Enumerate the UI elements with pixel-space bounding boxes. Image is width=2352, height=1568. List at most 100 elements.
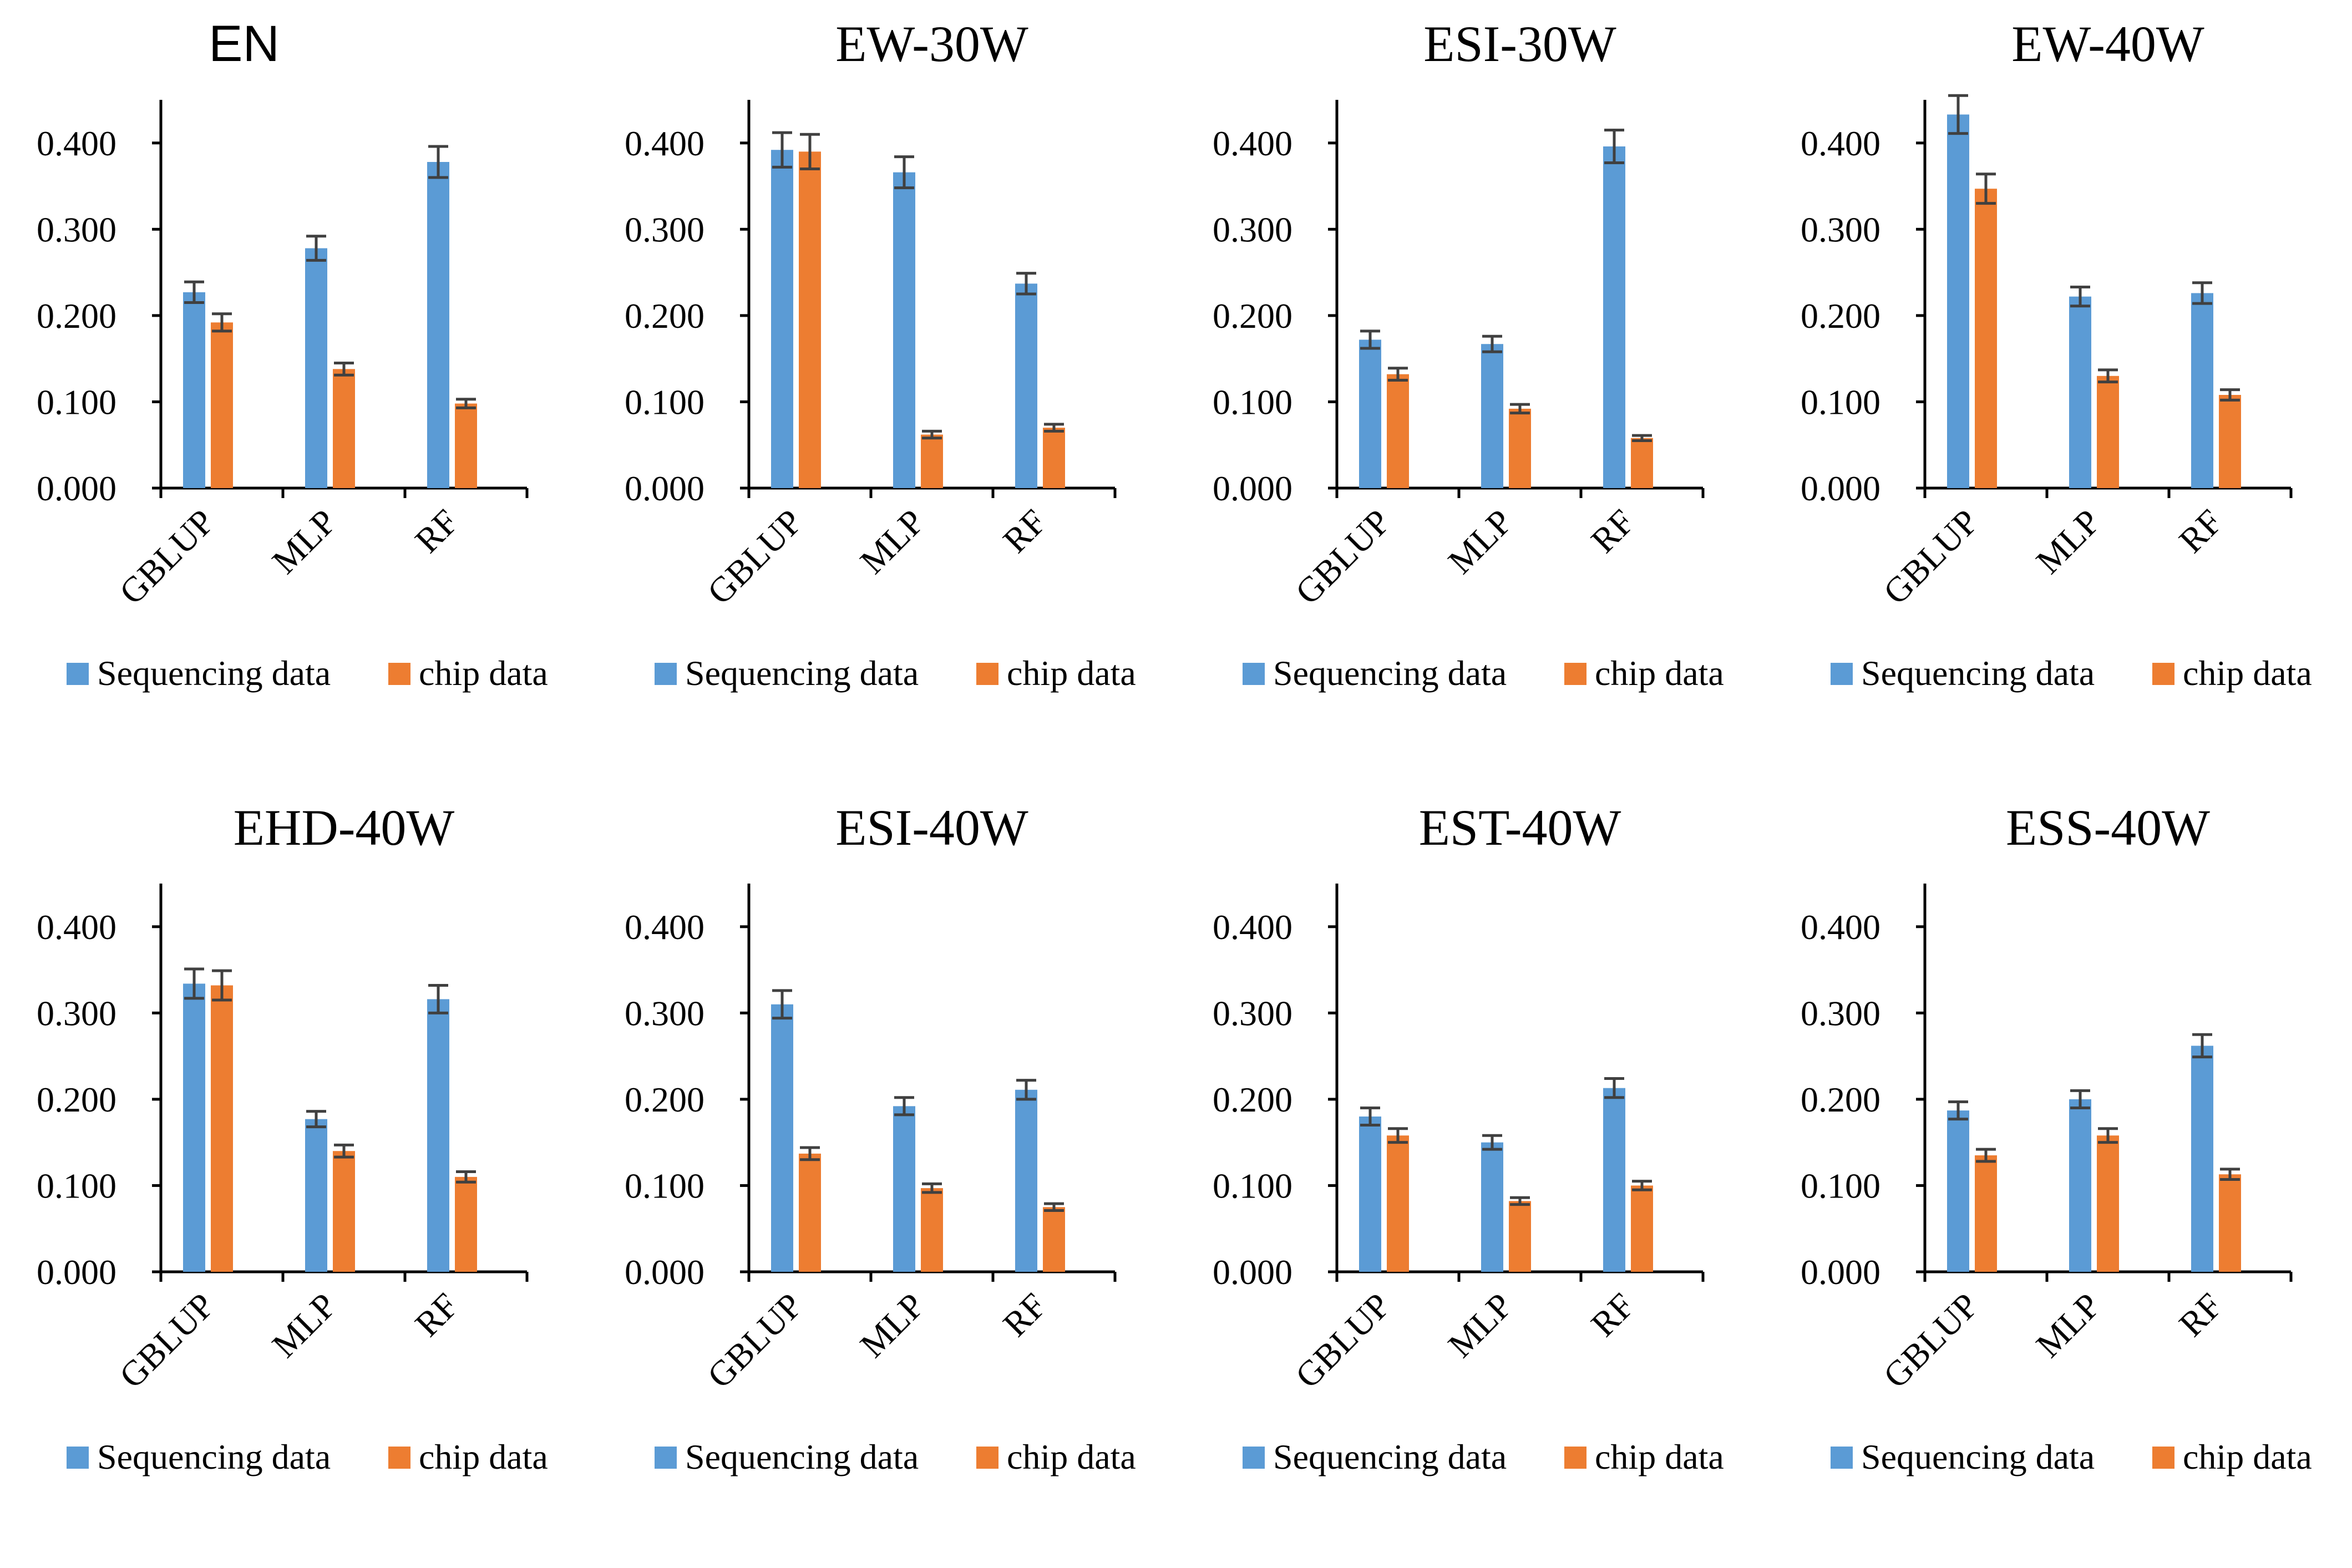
legend-label: Sequencing data: [1273, 1437, 1507, 1476]
chart-panel: EN 0.000 0.100 0.200 0.300 0.400 GBLUP MLP RF Seq…: [0, 0, 588, 784]
x-tick-label: MLP: [265, 1286, 344, 1365]
x-tick-label: RF: [995, 502, 1054, 561]
y-tick-label: 0.400: [1213, 907, 1292, 947]
sequencing-data-bar: [1481, 1142, 1503, 1272]
chip-data-bar: [1043, 1207, 1065, 1272]
sequencing-data-bar: [771, 1004, 793, 1272]
y-tick-label: 0.200: [625, 1080, 704, 1119]
y-tick-label: 0.400: [37, 907, 116, 947]
legend-swatch-chip: [2152, 663, 2174, 685]
y-tick-label: 0.400: [37, 124, 116, 163]
x-tick-label: RF: [407, 502, 466, 561]
sequencing-data-bar: [305, 248, 327, 488]
chip-data-bar: [1043, 428, 1065, 488]
chip-data-bar: [1631, 1185, 1653, 1272]
chip-data-bar: [1631, 438, 1653, 488]
y-tick-label: 0.000: [1801, 1252, 1880, 1292]
chart-svg: EST-40W 0.000 0.100 0.200 0.300 0.400 GBLUP MLP…: [1213, 799, 1724, 1476]
sequencing-data-bar: [1603, 146, 1625, 488]
chart-panel: ESI-30W 0.000 0.100 0.200 0.300 0.400 GBLUP MLP…: [1176, 0, 1764, 784]
legend-swatch-chip: [388, 1447, 410, 1469]
x-tick-label: GBLUP: [699, 1286, 810, 1396]
y-tick-label: 0.200: [37, 1080, 116, 1119]
legend-label: chip data: [1007, 1437, 1136, 1476]
y-tick-label: 0.000: [37, 469, 116, 508]
y-tick-label: 0.400: [1213, 124, 1292, 163]
sequencing-data-bar: [2191, 1046, 2213, 1272]
legend-label: chip data: [1007, 653, 1136, 693]
sequencing-data-bar: [1947, 1110, 1969, 1272]
legend-label: Sequencing data: [685, 1437, 919, 1476]
y-tick-label: 0.100: [1801, 382, 1880, 422]
x-tick-label: MLP: [2029, 502, 2108, 581]
y-tick-label: 0.300: [1213, 210, 1292, 249]
y-tick-label: 0.000: [1213, 469, 1292, 508]
y-tick-label: 0.300: [37, 993, 116, 1033]
sequencing-data-bar: [2069, 296, 2091, 488]
sequencing-data-bar: [893, 1106, 915, 1272]
x-tick-label: RF: [2171, 502, 2230, 561]
y-tick-label: 0.000: [1213, 1252, 1292, 1292]
y-tick-label: 0.400: [1801, 907, 1880, 947]
x-tick-label: GBLUP: [111, 502, 222, 612]
legend-label: chip data: [1595, 653, 1724, 693]
chip-data-bar: [799, 1153, 821, 1272]
chart-panel: ESI-40W 0.000 0.100 0.200 0.300 0.400 GBLUP MLP…: [588, 784, 1176, 1567]
sequencing-data-bar: [1359, 1117, 1381, 1272]
chip-data-bar: [1975, 1155, 1997, 1272]
x-tick-label: GBLUP: [1287, 502, 1398, 612]
legend-swatch-sequencing: [1243, 1447, 1265, 1469]
chart-svg: EN 0.000 0.100 0.200 0.300 0.400 GBLUP MLP RF Seq…: [37, 16, 548, 693]
legend-label: Sequencing data: [97, 653, 331, 693]
y-tick-label: 0.400: [1801, 124, 1880, 163]
sequencing-data-bar: [427, 162, 449, 488]
chip-data-bar: [1509, 408, 1531, 488]
y-tick-label: 0.200: [625, 296, 704, 336]
y-tick-label: 0.100: [625, 382, 704, 422]
legend-label: Sequencing data: [1273, 653, 1507, 693]
legend-swatch-sequencing: [67, 663, 89, 685]
sequencing-data-bar: [1015, 1089, 1037, 1272]
chip-data-bar: [1387, 1135, 1409, 1272]
sequencing-data-bar: [1947, 114, 1969, 488]
chart-title: EN: [209, 16, 280, 72]
chart-title: ESI-30W: [1423, 16, 1616, 72]
chip-data-bar: [2097, 1135, 2119, 1272]
legend-label: Sequencing data: [685, 653, 919, 693]
chart-svg: EHD-40W 0.000 0.100 0.200 0.300 0.400 GBLUP MLP…: [37, 799, 548, 1476]
sequencing-data-bar: [1603, 1088, 1625, 1272]
x-tick-label: RF: [995, 1286, 1054, 1344]
y-tick-label: 0.100: [1213, 382, 1292, 422]
legend-swatch-chip: [1564, 1447, 1586, 1469]
chip-data-bar: [1975, 189, 1997, 488]
x-tick-label: MLP: [1441, 1286, 1520, 1365]
chip-data-bar: [2219, 1174, 2241, 1272]
y-tick-label: 0.400: [625, 907, 704, 947]
chart-title: EST-40W: [1419, 799, 1621, 856]
chip-data-bar: [333, 1151, 355, 1272]
chart-title: ESI-40W: [835, 799, 1028, 856]
legend-swatch-sequencing: [655, 1447, 677, 1469]
y-tick-label: 0.100: [1213, 1166, 1292, 1205]
x-tick-label: RF: [2171, 1286, 2230, 1344]
x-tick-label: GBLUP: [111, 1286, 222, 1396]
chip-data-bar: [2097, 375, 2119, 488]
legend-swatch-sequencing: [67, 1447, 89, 1469]
chart-panel: EW-30W 0.000 0.100 0.200 0.300 0.400 GBLUP MLP R…: [588, 0, 1176, 784]
y-tick-label: 0.300: [625, 993, 704, 1033]
y-tick-label: 0.200: [1213, 296, 1292, 336]
x-tick-label: RF: [1583, 502, 1642, 561]
sequencing-data-bar: [427, 999, 449, 1272]
sequencing-data-bar: [771, 150, 793, 488]
chip-data-bar: [1387, 374, 1409, 488]
chart-panel: EHD-40W 0.000 0.100 0.200 0.300 0.400 GBLUP MLP…: [0, 784, 588, 1567]
y-tick-label: 0.100: [1801, 1166, 1880, 1205]
chart-panel: EW-40W 0.000 0.100 0.200 0.300 0.400 GBLUP MLP R…: [1764, 0, 2352, 784]
legend-label: Sequencing data: [1861, 653, 2095, 693]
legend-label: chip data: [419, 653, 548, 693]
x-tick-label: RF: [1583, 1286, 1642, 1344]
sequencing-data-bar: [2191, 293, 2213, 488]
x-tick-label: GBLUP: [1875, 1286, 1986, 1396]
x-tick-label: MLP: [1441, 502, 1520, 581]
